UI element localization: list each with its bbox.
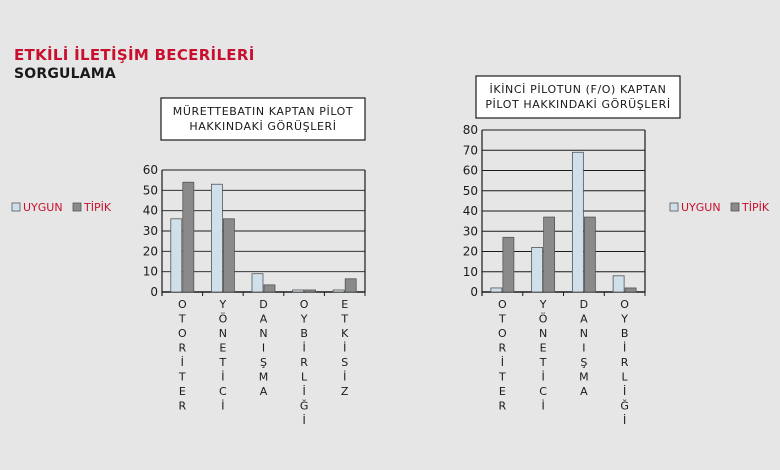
legend-swatch-uygun	[11, 202, 21, 212]
y-tick-label: 20	[143, 244, 158, 258]
bar-uygun-3	[571, 151, 584, 293]
bar-ti̇pi̇k-2	[543, 216, 556, 293]
page-subtitle: SORGULAMA	[14, 66, 116, 82]
bar-ti̇pi̇k-3	[263, 284, 276, 293]
y-tick-label: 40	[143, 204, 158, 218]
bar-ti̇pi̇k-4	[624, 287, 637, 293]
bar-uygun-2	[531, 247, 544, 293]
bar-uygun-5	[332, 289, 345, 293]
x-category-label: Y Ö N E T İ C İYÖNETİCİ	[539, 298, 548, 413]
x-category-label: D A N I Ş M ADANIŞMA	[579, 298, 589, 398]
legend-swatch-uygun	[669, 202, 679, 212]
y-tick-label: 40	[463, 204, 478, 218]
y-tick-label: 50	[463, 184, 478, 198]
legend-label-uygun: UYGUN	[23, 201, 63, 214]
bar-uygun-3	[251, 273, 264, 293]
y-tick-label: 10	[143, 265, 158, 279]
chart-2: İKİNCİ PİLOTUN (F/O) KAPTAN PİLOT HAKKIND…	[463, 75, 770, 427]
legend-label-ti̇pi̇k: TİPİK	[83, 201, 112, 214]
x-category-label: O T O R İ T E ROTORİTER	[178, 298, 187, 413]
y-tick-label: 80	[463, 123, 478, 137]
y-tick-label: 60	[143, 163, 158, 177]
y-tick-label: 70	[463, 143, 478, 157]
page-heading: ETKİLİ İLETİŞİM BECERİLERİ SORGULAMA	[14, 46, 255, 82]
y-tick-label: 60	[463, 164, 478, 178]
chart-title-line: HAKKINDAKİ GÖRÜŞLERİ	[189, 120, 336, 133]
page-title: ETKİLİ İLETİŞİM BECERİLERİ	[14, 46, 255, 64]
bar-ti̇pi̇k-1	[502, 236, 515, 293]
bar-ti̇pi̇k-2	[222, 218, 235, 293]
y-tick-label: 10	[463, 265, 478, 279]
y-tick-label: 30	[463, 224, 478, 238]
legend-label-uygun: UYGUN	[681, 201, 721, 214]
y-tick-label: 0	[150, 285, 158, 299]
chart-title-line: PİLOT HAKKINDAKİ GÖRÜŞLERİ	[485, 98, 670, 111]
y-tick-label: 20	[463, 245, 478, 259]
bar-uygun-1	[170, 218, 183, 293]
chart-title-line: İKİNCİ PİLOTUN (F/O) KAPTAN	[490, 83, 667, 96]
y-tick-label: 50	[143, 183, 158, 197]
legend-swatch-ti̇pi̇k	[72, 202, 82, 212]
chart-title-line: MÜRETTEBATIN KAPTAN PİLOT	[173, 105, 354, 118]
bar-uygun-4	[292, 289, 305, 293]
bar-uygun-1	[490, 287, 503, 293]
y-tick-label: 0	[470, 285, 478, 299]
legend-swatch-ti̇pi̇k	[730, 202, 740, 212]
x-category-label: Y Ö N E T İ C İYÖNETİCİ	[219, 298, 228, 413]
bar-ti̇pi̇k-1	[182, 181, 195, 293]
x-category-label: D A N I Ş M ADANIŞMA	[259, 298, 269, 398]
x-category-label: O T O R İ T E ROTORİTER	[498, 298, 507, 413]
bar-ti̇pi̇k-3	[583, 216, 596, 293]
legend-label-ti̇pi̇k: TİPİK	[741, 201, 770, 214]
y-tick-label: 30	[143, 224, 158, 238]
x-category-label: E T K İ S İ ZETKİSİZ	[340, 298, 349, 398]
bar-ti̇pi̇k-5	[344, 278, 357, 293]
bar-uygun-4	[612, 275, 625, 293]
chart-title-box	[475, 75, 681, 119]
chart-1: MÜRETTEBATIN KAPTAN PİLOT HAKKINDAKİ GÖRÜ…	[11, 97, 366, 427]
bar-uygun-2	[210, 183, 223, 293]
bar-ti̇pi̇k-4	[304, 289, 317, 293]
chart-title-box	[160, 97, 366, 141]
